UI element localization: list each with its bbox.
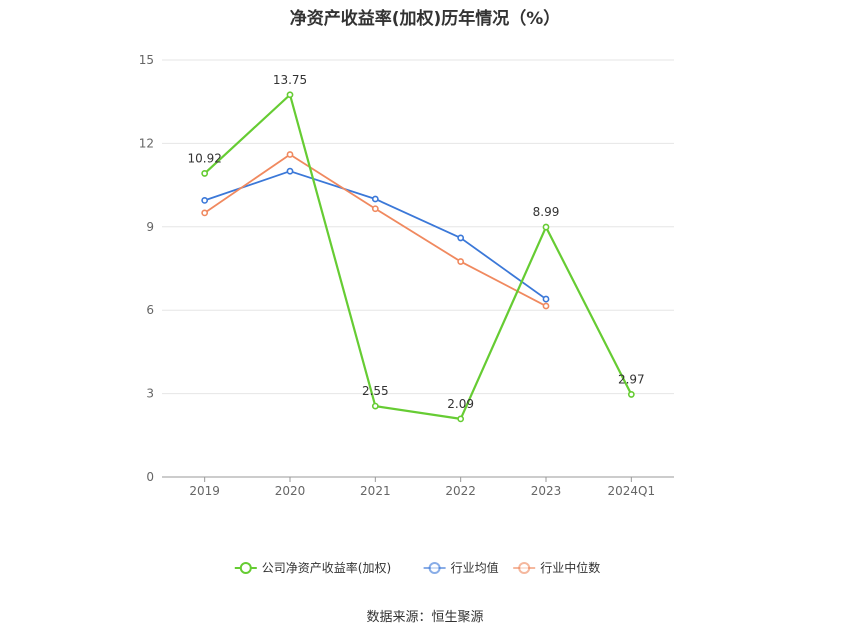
series-line [204, 153, 547, 307]
data-point [286, 167, 294, 175]
data-label: 2.97 [618, 372, 645, 386]
legend-label: 行业均值 [451, 560, 499, 575]
data-point [371, 402, 379, 410]
legend-swatch-marker [239, 562, 252, 574]
data-point [371, 205, 379, 213]
data-point [457, 258, 465, 265]
data-point [201, 209, 209, 217]
data-point [627, 391, 635, 398]
data-point [201, 196, 209, 204]
y-tick-label: 6 [146, 303, 154, 317]
x-tick-label: 2020 [275, 484, 306, 498]
series-line [203, 93, 633, 420]
data-label: 2.55 [362, 384, 389, 398]
data-point [457, 234, 465, 242]
data-point [371, 195, 379, 203]
y-tick-label: 3 [146, 387, 154, 401]
data-point [286, 91, 294, 99]
y-tick-label: 15 [139, 53, 154, 67]
data-label: 13.75 [273, 73, 307, 87]
y-tick-label: 0 [146, 470, 154, 484]
x-tick-label: 2021 [360, 484, 391, 498]
x-tick-label: 2022 [445, 484, 476, 498]
data-label: 10.92 [187, 151, 221, 165]
data-point [542, 223, 550, 231]
line-chart: 0 3 6 9 12 15 2019 2020 2021 2022 2023 2024Q1 10.92 1… [139, 53, 674, 575]
y-tick-label: 9 [146, 220, 154, 234]
legend-label: 公司净资产收益率(加权) [262, 560, 391, 575]
legend-label: 行业中位数 [540, 560, 600, 575]
y-tick-label: 12 [139, 136, 154, 150]
x-tick-label: 2019 [189, 484, 220, 498]
data-point [542, 302, 550, 310]
data-label: 8.99 [533, 205, 560, 219]
data-point [201, 170, 209, 177]
data-point [286, 151, 294, 158]
data-point [457, 415, 465, 423]
data-point [542, 295, 550, 303]
data-label: 2.09 [447, 397, 474, 411]
legend-swatch-marker [518, 562, 531, 574]
legend-swatch-marker [428, 562, 441, 574]
x-tick-label: 2024Q1 [608, 484, 656, 498]
data-source: 数据来源：恒生聚源 [366, 610, 484, 625]
x-tick-label: 2023 [531, 484, 562, 498]
chart-title: 净资产收益率(加权)历年情况（%） [289, 9, 561, 29]
